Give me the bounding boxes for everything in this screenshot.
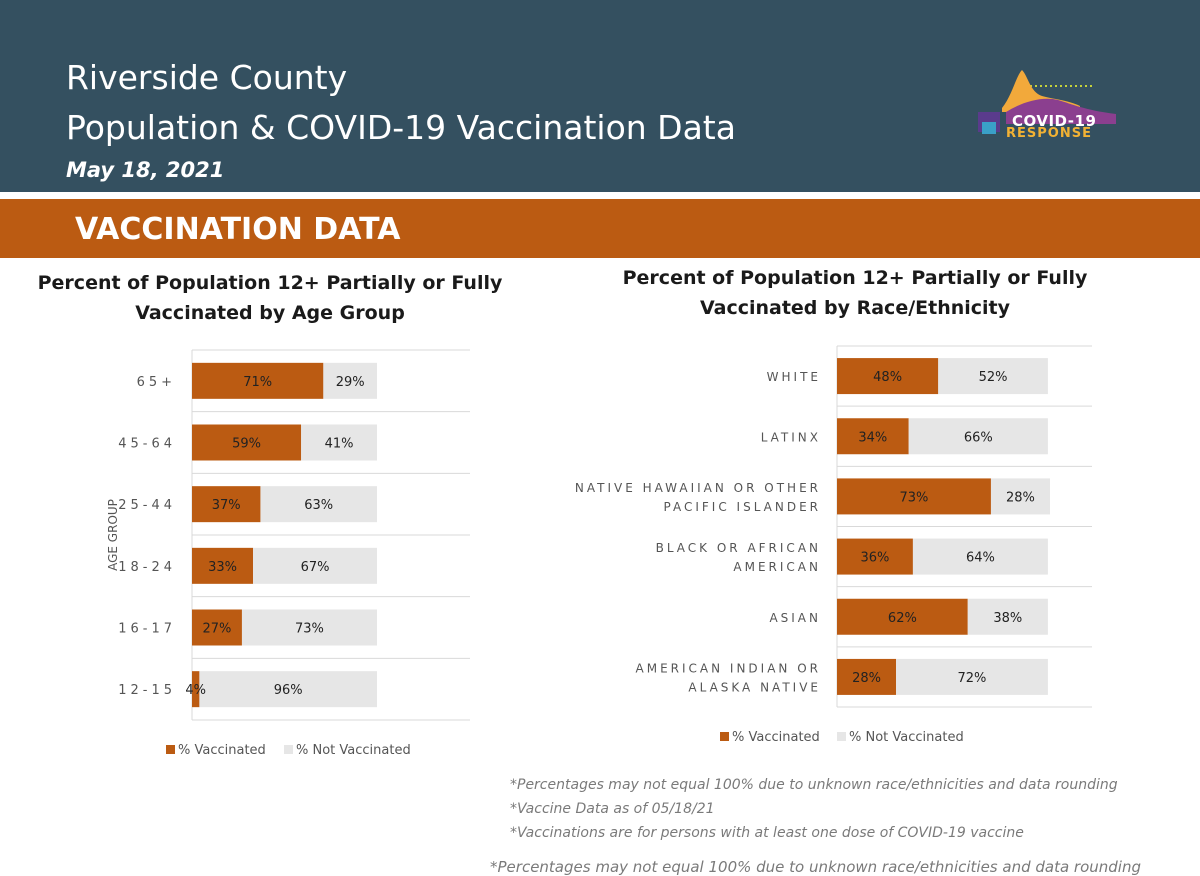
age-label-not-vaccinated: 67% [301,560,330,575]
race-bar-not-vaccinated [967,598,1048,635]
race-category-label: ASIAN [769,611,821,625]
age-label-vaccinated: 37% [212,498,241,513]
age-category-label: 16-17 [118,622,176,637]
age-bar-vaccinated [192,671,200,708]
race-legend-swatch [720,732,729,741]
age-bar-not-vaccinated [253,547,377,584]
age-category-label: 12-15 [118,683,176,698]
footnote-data-date: *Vaccine Data as of 05/18/21 [510,801,715,817]
logo-text-response: RESPONSE [1006,126,1092,141]
age-label-vaccinated: 27% [203,622,232,637]
report-date: May 18, 2021 [66,158,225,182]
race-legend-label: % Vaccinated [732,730,820,745]
section-band [0,199,1200,258]
age-legend-label: % Vaccinated [178,743,266,758]
age-label-vaccinated: 59% [232,437,261,452]
race-legend-swatch [837,732,846,741]
race-chart-title: Percent of Population 12+ Partially or F… [622,267,1088,319]
race-bar-not-vaccinated [896,658,1048,695]
race-label-not-vaccinated: 38% [993,611,1022,626]
race-category-label: WHITE [767,370,821,384]
age-bar-vaccinated [192,486,261,523]
race-bar-not-vaccinated [938,358,1048,395]
age-chart-title: Percent of Population 12+ Partially or F… [37,272,503,324]
page-title: Population & COVID-19 Vaccination Data [66,108,736,147]
footnote-bottom: *Percentages may not equal 100% due to u… [490,858,1141,876]
race-label-vaccinated: 36% [861,551,890,566]
race-label-vaccinated: 48% [873,370,902,385]
race-bar-vaccinated [837,658,897,695]
logo-text: COVID-19 [1012,112,1097,130]
covid-response-logo [978,70,1116,134]
footnote-dose: *Vaccinations are for persons with at le… [510,825,1024,841]
page-title-county: Riverside County [66,58,348,97]
age-label-vaccinated: 4% [185,683,206,698]
race-category-label: PACIFIC ISLANDER [664,500,821,514]
age-legend-label: % Not Vaccinated [296,743,411,758]
age-label-not-vaccinated: 73% [295,622,324,637]
footnotes: *Percentages may not equal 100% due to u… [510,773,1118,845]
race-bar-vaccinated [837,418,909,455]
age-label-vaccinated: 33% [208,560,237,575]
race-label-not-vaccinated: 64% [966,551,995,566]
race-bar-vaccinated [837,538,913,575]
age-category-label: 18-24 [118,560,176,575]
age-bar-vaccinated [192,609,242,646]
race-label-not-vaccinated: 52% [979,370,1008,385]
race-bar-vaccinated [837,598,968,635]
age-bar-vaccinated [192,424,302,461]
age-bar-not-vaccinated [323,362,377,399]
race-bar-vaccinated [837,358,939,395]
race-label-not-vaccinated: 66% [964,430,993,445]
race-label-vaccinated: 34% [858,430,887,445]
age-category-label: 45-64 [118,437,176,452]
age-bar-not-vaccinated [301,424,377,461]
age-bar-vaccinated [192,362,324,399]
race-category-label: AMERICAN [733,560,821,574]
race-category-label: AMERICAN INDIAN OR [636,661,821,675]
age-category-label: 25-44 [118,498,176,513]
section-title: VACCINATION DATA [75,212,401,247]
race-category-label: ALASKA NATIVE [688,680,821,694]
age-label-vaccinated: 71% [243,375,272,390]
race-category-label: BLACK OR AFRICAN [656,541,821,555]
race-category-label: NATIVE HAWAIIAN OR OTHER [575,481,821,495]
race-bar-not-vaccinated [912,538,1048,575]
age-bar-not-vaccinated [241,609,377,646]
race-legend-label: % Not Vaccinated [849,730,964,745]
age-bar-not-vaccinated [260,486,377,523]
age-bar-not-vaccinated [199,671,377,708]
footnote-rounding: *Percentages may not equal 100% due to u… [510,777,1118,793]
age-legend-swatch [166,745,175,754]
race-bar-not-vaccinated [908,418,1048,455]
age-label-not-vaccinated: 41% [325,437,354,452]
age-legend-swatch [284,745,293,754]
race-label-not-vaccinated: 28% [1006,490,1035,505]
race-bar-vaccinated [837,478,991,515]
race-label-vaccinated: 28% [852,671,881,686]
age-axis-title: AGE GROUP [106,499,120,571]
race-label-vaccinated: 62% [888,611,917,626]
age-category-label: 65+ [137,375,176,390]
age-bar-vaccinated [192,547,254,584]
header-banner [0,0,1200,192]
race-category-label: LATINX [761,430,821,444]
age-label-not-vaccinated: 96% [274,683,303,698]
race-label-vaccinated: 73% [900,490,929,505]
age-label-not-vaccinated: 29% [336,375,365,390]
age-label-not-vaccinated: 63% [304,498,333,513]
race-bar-not-vaccinated [990,478,1050,515]
race-label-not-vaccinated: 72% [958,671,987,686]
